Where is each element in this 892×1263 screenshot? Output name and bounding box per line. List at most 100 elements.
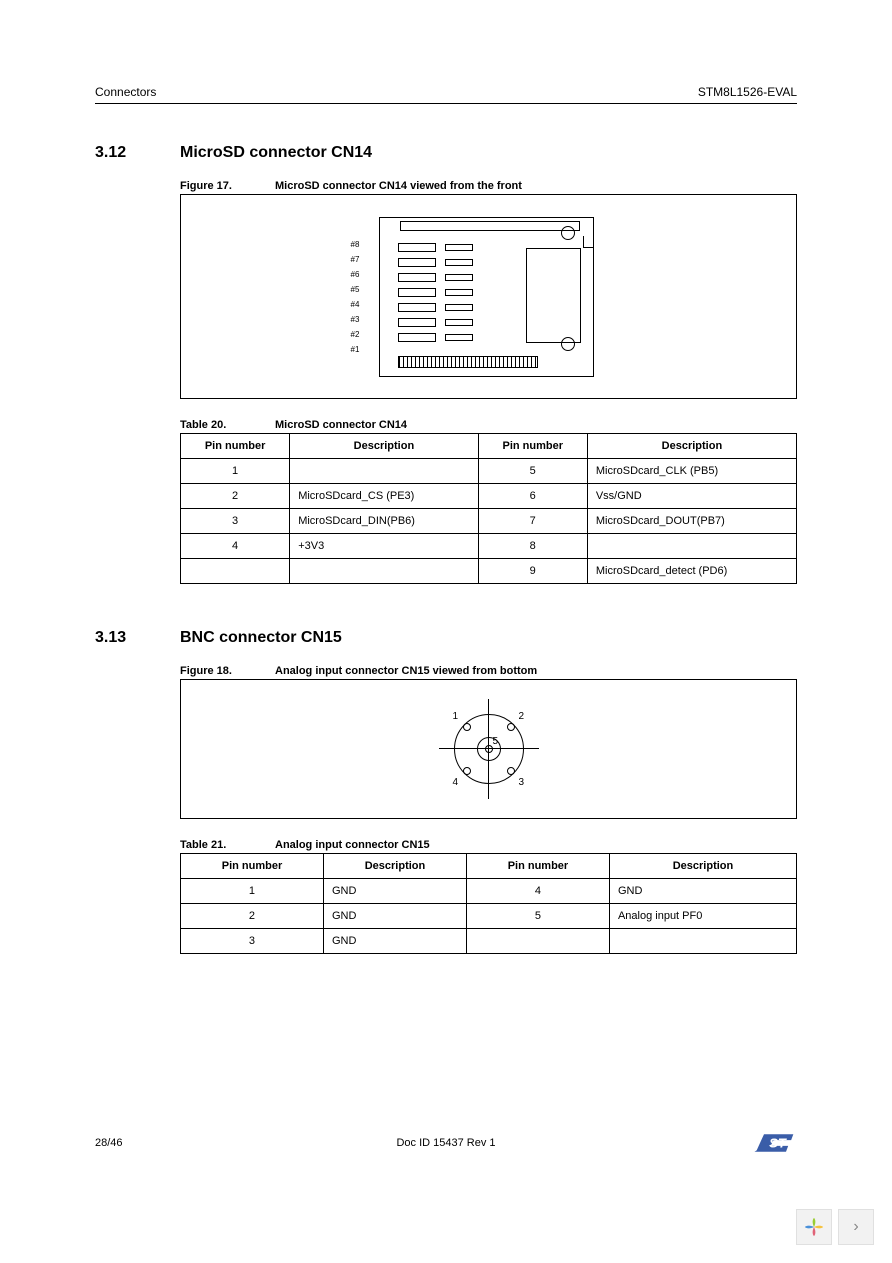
td: 2 [181, 484, 290, 509]
table-header-row: Pin number Description Pin number Descri… [181, 434, 797, 459]
td: GND [609, 879, 796, 904]
pin-labels: #8 #7 #6 #5 #4 #3 #2 #1 [351, 237, 360, 357]
section-3-13-content: Figure 18. Analog input connector CN15 v… [180, 665, 797, 954]
figure-18-box: 1 2 3 4 5 [180, 679, 797, 819]
figure-17-caption: Figure 17. MicroSD connector CN14 viewed… [180, 180, 797, 192]
table-row: 2 GND 5 Analog input PF0 [181, 904, 797, 929]
td: 1 [181, 459, 290, 484]
td: 9 [478, 559, 587, 584]
contact [445, 244, 473, 251]
contact [445, 304, 473, 311]
td [609, 929, 796, 954]
bnc-hole [507, 723, 515, 731]
bnc-hole [463, 723, 471, 731]
viewer-controls: › [796, 1209, 874, 1245]
table-row: 2 MicroSDcard_CS (PE3) 6 Vss/GND [181, 484, 797, 509]
header-right: STM8L1526-EVAL [698, 85, 797, 99]
td [290, 459, 478, 484]
flower-icon [803, 1216, 825, 1238]
table-20-caption: Table 20. MicroSD connector CN14 [180, 419, 797, 431]
td [587, 534, 796, 559]
bnc-hole [507, 767, 515, 775]
table-20: Pin number Description Pin number Descri… [180, 433, 797, 584]
chevron-right-icon: › [853, 1218, 858, 1236]
pin-label-4: #4 [351, 297, 360, 312]
bnc-pin-label-2: 2 [519, 711, 525, 722]
td: MicroSDcard_DIN(PB6) [290, 509, 478, 534]
page: Connectors STM8L1526-EVAL 3.12 MicroSD c… [0, 0, 892, 1014]
pin-label-6: #6 [351, 267, 360, 282]
contact [445, 274, 473, 281]
table-row: 4 +3V3 8 [181, 534, 797, 559]
table-row: 1 GND 4 GND [181, 879, 797, 904]
bnc-hole [463, 767, 471, 775]
td: 4 [181, 534, 290, 559]
td [181, 559, 290, 584]
td: GND [323, 904, 466, 929]
table-row: 9 MicroSDcard_detect (PD6) [181, 559, 797, 584]
next-page-button[interactable]: › [838, 1209, 874, 1245]
td: MicroSDcard_CS (PE3) [290, 484, 478, 509]
table-body: 1 GND 4 GND 2 GND 5 Analog input PF0 3 G… [181, 879, 797, 954]
bnc-diagram: 1 2 3 4 5 [429, 689, 549, 809]
td: 1 [181, 879, 324, 904]
td [466, 929, 609, 954]
microsd-notch [583, 236, 593, 248]
pin-label-7: #7 [351, 252, 360, 267]
svg-text:ST: ST [769, 1135, 787, 1150]
app-logo-button[interactable] [796, 1209, 832, 1245]
table-21: Pin number Description Pin number Descri… [180, 853, 797, 954]
pin-row [398, 318, 436, 327]
microsd-hole [561, 337, 575, 351]
table-row: 1 5 MicroSDcard_CLK (PB5) [181, 459, 797, 484]
pin-row [398, 288, 436, 297]
table-21-caption: Table 21. Analog input connector CN15 [180, 839, 797, 851]
td: 3 [181, 509, 290, 534]
td: 4 [466, 879, 609, 904]
microsd-hole [561, 226, 575, 240]
td: 5 [478, 459, 587, 484]
th: Pin number [466, 854, 609, 879]
page-number: 28/46 [95, 1137, 123, 1149]
th: Pin number [478, 434, 587, 459]
pin-row [398, 333, 436, 342]
td: MicroSDcard_DOUT(PB7) [587, 509, 796, 534]
pin-row [398, 303, 436, 312]
pin-label-8: #8 [351, 237, 360, 252]
page-footer: 28/46 Doc ID 15437 Rev 1 ST [95, 1128, 797, 1158]
table-header-row: Pin number Description Pin number Descri… [181, 854, 797, 879]
bnc-center-pin [485, 745, 493, 753]
pin-label-1: #1 [351, 342, 360, 357]
bnc-pin-label-1: 1 [453, 711, 459, 722]
figure-caption-text: MicroSD connector CN14 viewed from the f… [275, 180, 522, 192]
section-3-13-heading: 3.13 BNC connector CN15 [95, 629, 797, 647]
td [290, 559, 478, 584]
th: Description [587, 434, 796, 459]
microsd-spring [398, 356, 538, 368]
pin-label-3: #3 [351, 312, 360, 327]
td: Vss/GND [587, 484, 796, 509]
th: Description [290, 434, 478, 459]
table-label: Table 20. [180, 419, 275, 431]
section-3-12-content: Figure 17. MicroSD connector CN14 viewed… [180, 180, 797, 584]
td: GND [323, 879, 466, 904]
figure-18-caption: Figure 18. Analog input connector CN15 v… [180, 665, 797, 677]
table-caption-text: MicroSD connector CN14 [275, 419, 407, 431]
microsd-body [379, 217, 594, 377]
bnc-pin-label-5: 5 [493, 736, 499, 747]
table-row: 3 MicroSDcard_DIN(PB6) 7 MicroSDcard_DOU… [181, 509, 797, 534]
td: 8 [478, 534, 587, 559]
pin-row [398, 243, 436, 252]
th: Description [609, 854, 796, 879]
section-3-12-heading: 3.12 MicroSD connector CN14 [95, 144, 797, 162]
section-title: BNC connector CN15 [180, 629, 342, 647]
td: 3 [181, 929, 324, 954]
figure-17-box: #8 #7 #6 #5 #4 #3 #2 #1 [180, 194, 797, 399]
contact [445, 259, 473, 266]
pin-label-2: #2 [351, 327, 360, 342]
doc-id: Doc ID 15437 Rev 1 [396, 1137, 495, 1149]
header-left: Connectors [95, 85, 156, 99]
table-caption-text: Analog input connector CN15 [275, 839, 430, 851]
contact [445, 319, 473, 326]
figure-caption-text: Analog input connector CN15 viewed from … [275, 665, 537, 677]
